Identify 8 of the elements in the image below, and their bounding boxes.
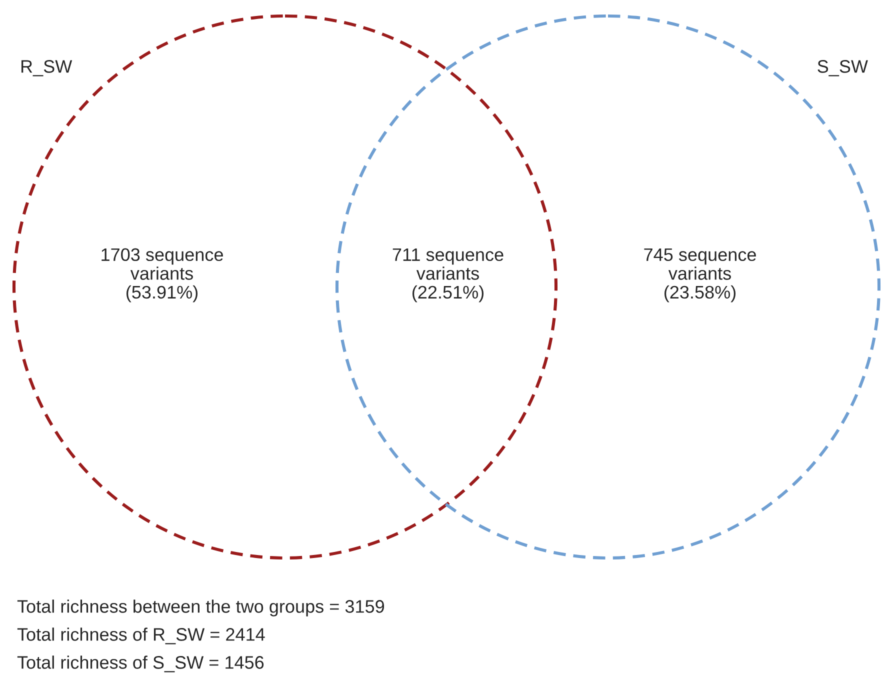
text: R_SW	[21, 60, 72, 76]
data-label: 711 sequence variants (22.51%)	[392, 248, 504, 302]
data-label: 1703 sequence variants (53.91%)	[102, 248, 223, 302]
text: Total richness of S_SW = 1456	[17, 656, 264, 672]
text: Total richness of R_SW = 2414	[17, 628, 265, 644]
text: S_SW	[818, 60, 868, 76]
data-label: 745 sequence variants (23.58%)	[644, 248, 756, 302]
text: Total richness between the two groups = 3159	[17, 600, 384, 616]
